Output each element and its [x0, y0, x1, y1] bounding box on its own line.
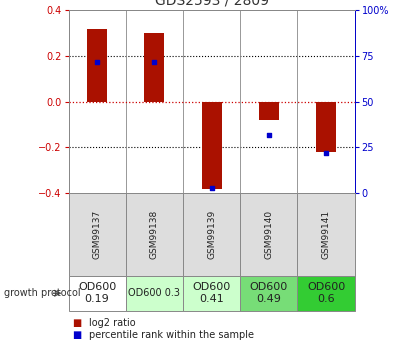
Text: OD600
0.41: OD600 0.41 — [193, 283, 231, 304]
Bar — [259, 102, 279, 120]
Text: ■: ■ — [73, 331, 82, 340]
Title: GDS2593 / 2809: GDS2593 / 2809 — [155, 0, 268, 8]
Text: ■: ■ — [73, 318, 82, 327]
Text: OD600
0.6: OD600 0.6 — [307, 283, 345, 304]
Bar — [202, 102, 222, 189]
Bar — [69, 276, 126, 310]
Point — [266, 132, 272, 137]
Bar — [240, 193, 297, 276]
Text: OD600
0.49: OD600 0.49 — [250, 283, 288, 304]
Bar — [183, 276, 240, 310]
Bar — [69, 193, 126, 276]
Bar — [126, 276, 183, 310]
Bar — [87, 29, 107, 102]
Point — [208, 185, 215, 190]
Text: OD600
0.19: OD600 0.19 — [78, 283, 116, 304]
Text: log2 ratio: log2 ratio — [89, 318, 135, 327]
Text: growth protocol: growth protocol — [4, 288, 81, 298]
Point — [151, 59, 158, 64]
Text: percentile rank within the sample: percentile rank within the sample — [89, 331, 253, 340]
Bar — [316, 102, 336, 152]
Text: OD600 0.3: OD600 0.3 — [128, 288, 181, 298]
Bar — [144, 33, 164, 102]
Bar — [126, 193, 183, 276]
Bar — [297, 193, 355, 276]
Text: GSM99139: GSM99139 — [207, 210, 216, 259]
Bar — [297, 276, 355, 310]
Point — [323, 150, 329, 156]
Bar — [183, 193, 240, 276]
Text: GSM99137: GSM99137 — [93, 210, 102, 259]
Bar — [240, 276, 297, 310]
Point — [94, 59, 100, 64]
Text: GSM99138: GSM99138 — [150, 210, 159, 259]
Text: GSM99141: GSM99141 — [322, 210, 330, 259]
Text: GSM99140: GSM99140 — [264, 210, 273, 259]
